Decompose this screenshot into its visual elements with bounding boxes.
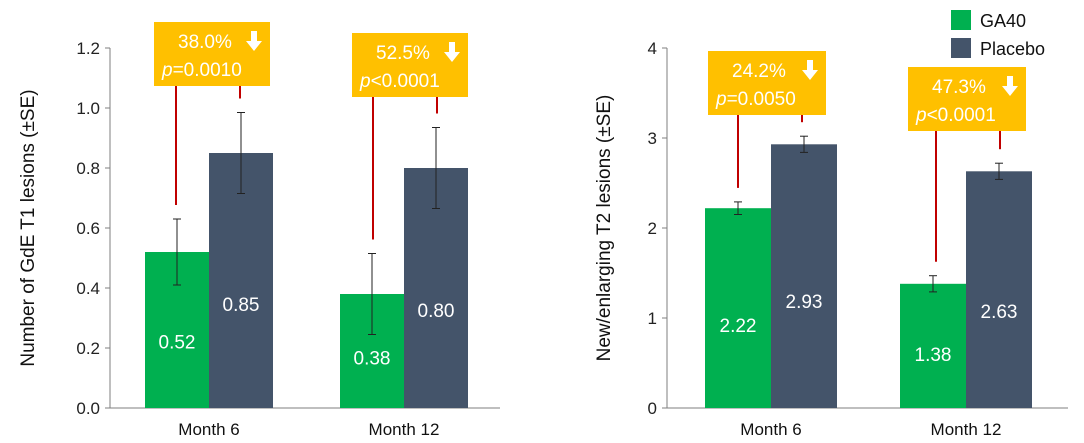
down-arrow-icon [802, 60, 818, 80]
bar-value-label: 0.52 [159, 333, 196, 354]
p-value-prefix: p [359, 71, 371, 92]
y-tick-label: 2 [648, 219, 657, 238]
annotation-box [352, 33, 468, 97]
legend-label: GA40 [980, 11, 1026, 31]
bar-value-label: 1.38 [915, 345, 952, 366]
bar-placebo [209, 153, 273, 408]
p-value-text: =0.0010 [173, 60, 242, 81]
bar-value-label: 2.63 [981, 302, 1018, 323]
bar-ga40 [705, 208, 771, 408]
legend-swatch-ga40 [951, 10, 971, 30]
legend-label: Placebo [980, 39, 1045, 59]
y-tick-label: 1.2 [76, 39, 100, 58]
p-value-label: p=0.0050 [715, 89, 796, 110]
p-value-label: p<0.0001 [359, 71, 440, 92]
y-tick-label: 0.6 [76, 219, 100, 238]
down-arrow-icon [444, 42, 460, 62]
y-tick-label: 0.4 [76, 279, 100, 298]
x-category-label: Month 12 [369, 420, 440, 439]
reduction-label: 47.3% [932, 77, 986, 98]
p-value-prefix: p [715, 89, 727, 110]
annotation-box [154, 22, 270, 86]
legend: GA40 Placebo [951, 10, 1045, 59]
p-value-prefix: p [161, 60, 173, 81]
p-value-text: =0.0050 [727, 89, 796, 110]
x-category-label: Month 6 [740, 420, 801, 439]
gde-t1-chart: 0.0 0.2 0.4 0.6 0.8 1.0 1.2 Number of GdE T1 le… [18, 22, 500, 439]
p-value-label: p=0.0010 [161, 60, 242, 81]
legend-swatch-placebo [951, 38, 971, 58]
p-value-label: p<0.0001 [915, 105, 996, 126]
p-value-text: <0.0001 [371, 71, 440, 92]
annotation-box [908, 67, 1026, 131]
down-arrow-icon [246, 31, 262, 51]
p-value-text: <0.0001 [927, 105, 996, 126]
x-category-label: Month 6 [178, 420, 239, 439]
annotation-box [708, 51, 826, 115]
y-axis-label: Number of GdE T1 lesions (±SE) [18, 89, 39, 366]
p-value-prefix: p [915, 105, 927, 126]
y-tick-label: 0.2 [76, 339, 100, 358]
bar-ga40 [900, 283, 966, 408]
bar-value-label: 2.22 [720, 316, 757, 337]
reduction-label: 52.5% [376, 43, 430, 64]
y-tick-label: 3 [648, 129, 657, 148]
y-tick-label: 1.0 [76, 99, 100, 118]
y-tick-label: 1 [648, 309, 657, 328]
y-tick-label: 4 [648, 39, 657, 58]
bar-value-label: 0.80 [418, 301, 455, 322]
reduction-label: 38.0% [178, 32, 232, 53]
y-tick-label: 0.8 [76, 159, 100, 178]
bar-value-label: 0.38 [354, 349, 391, 370]
down-arrow-icon [1002, 76, 1018, 96]
bar-placebo [966, 171, 1032, 408]
bar-value-label: 0.85 [223, 295, 260, 316]
y-tick-label: 0 [648, 399, 657, 418]
bar-placebo [771, 144, 837, 409]
reduction-label: 24.2% [732, 61, 786, 82]
y-tick-label: 0.0 [76, 399, 100, 418]
y-axis-label: New/enlarging T2 lesions (±SE) [594, 95, 615, 362]
bar-value-label: 2.93 [786, 292, 823, 313]
x-category-label: Month 12 [931, 420, 1002, 439]
t2-lesions-chart: 0 1 2 3 4 New/enlarging T2 lesions (±SE) 2.22 2… [594, 39, 1068, 439]
